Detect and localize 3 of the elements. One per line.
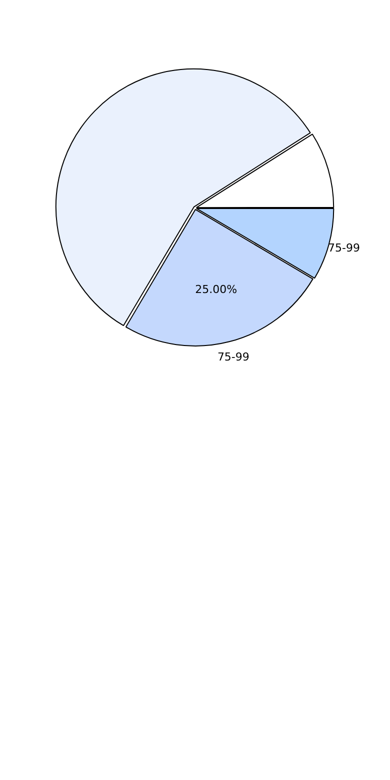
slice-label: 75-99 bbox=[328, 242, 360, 255]
slice-label: 75-99 bbox=[217, 350, 250, 364]
data-label: 25.00% bbox=[195, 282, 238, 296]
